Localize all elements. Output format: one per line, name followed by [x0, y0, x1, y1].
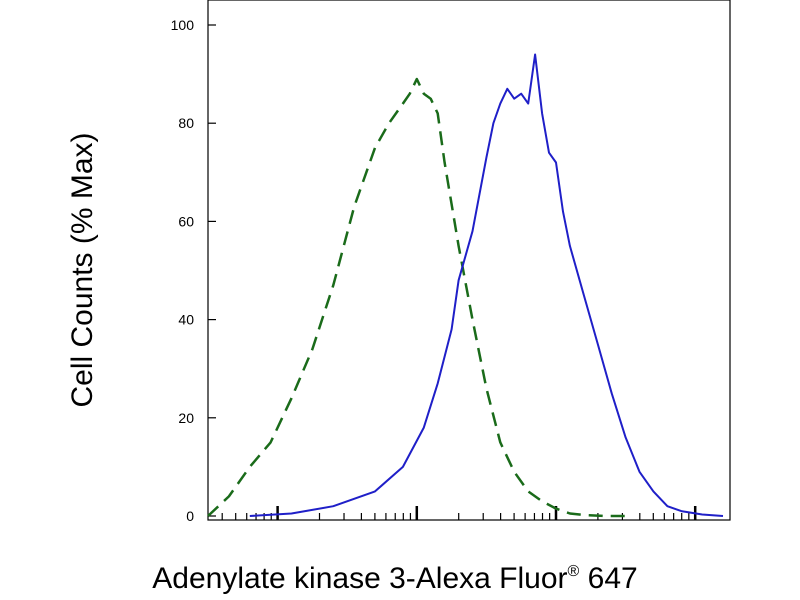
- series-layer: [207, 53, 724, 518]
- series-line-solid: [249, 53, 724, 517]
- y-tick-label: 60: [178, 213, 194, 229]
- series-line-dashed: [207, 77, 626, 518]
- x-axis-label: Adenylate kinase 3-Alexa Fluor® 647: [152, 562, 637, 595]
- plot-frame: [207, 0, 731, 521]
- y-tick-label: 20: [178, 410, 194, 426]
- y-tick-label: 40: [178, 312, 194, 328]
- x-axis-label-main: Adenylate kinase 3-Alexa Fluor: [152, 562, 567, 595]
- y-tick-label: 0: [186, 508, 194, 524]
- x-axis-label-suffix: 647: [579, 562, 637, 595]
- y-ticks: 0 20 40 60 80 100: [171, 17, 216, 524]
- x-axis-label-registered-mark: ®: [568, 563, 580, 580]
- y-axis-label: Cell Counts (% Max): [66, 132, 99, 407]
- y-tick-label: 80: [178, 115, 194, 131]
- y-tick-label: 100: [171, 17, 195, 33]
